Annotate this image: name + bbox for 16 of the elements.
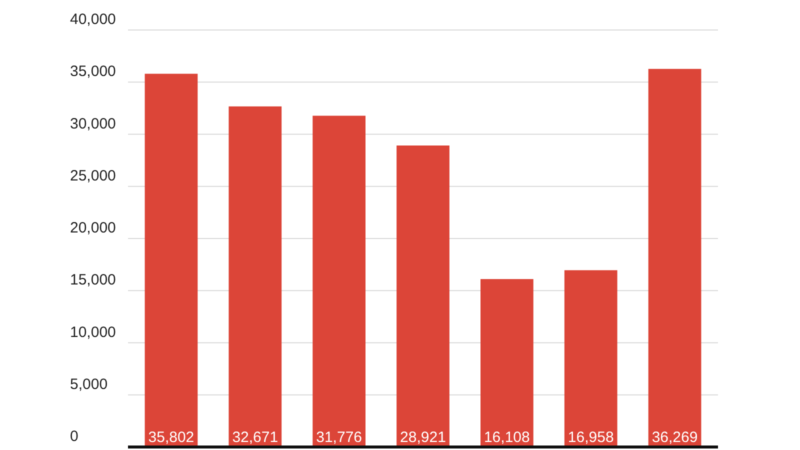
y-tick-label: 40,000	[70, 11, 116, 28]
y-tick-label: 0	[70, 428, 78, 445]
data-label: 16,958	[568, 429, 614, 446]
data-label: 31,776	[316, 429, 362, 446]
y-tick-label: 20,000	[70, 220, 116, 236]
data-label: 35,802	[148, 429, 194, 446]
data-label: 28,921	[400, 429, 446, 446]
y-tick-label: 35,000	[70, 63, 116, 80]
y-tick-label: 25,000	[70, 167, 116, 184]
y-tick-label: 5,000	[70, 376, 108, 393]
y-tick-label: 30,000	[70, 115, 116, 132]
data-label: 36,269	[652, 429, 698, 446]
data-label: 16,108	[484, 429, 530, 446]
data-label: 32,671	[232, 429, 278, 446]
y-tick-label: 15,000	[70, 272, 116, 289]
y-tick-label: 10,000	[70, 324, 116, 341]
